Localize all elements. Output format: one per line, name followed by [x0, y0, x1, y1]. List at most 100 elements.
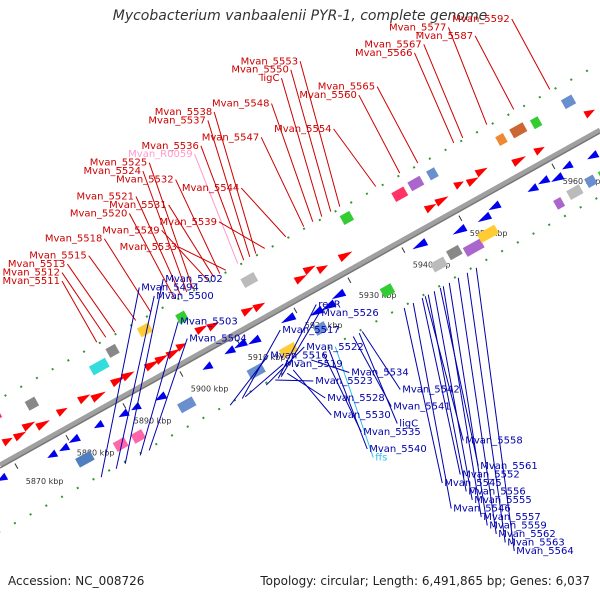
leader-line	[427, 294, 467, 492]
reverse-gene-arrow	[118, 408, 130, 418]
feature-block	[339, 210, 355, 225]
gene-label: Mvan_5562	[498, 529, 555, 540]
leader-line	[100, 287, 140, 478]
gene-label: Mvan_5512	[3, 268, 60, 279]
gene-label: Mvan_5517	[282, 325, 339, 336]
gene-label: Mvan_5535	[363, 427, 420, 438]
forward-gene-arrow	[252, 302, 266, 313]
reverse-gene-arrow	[321, 299, 337, 311]
forward-gene-arrow	[194, 325, 208, 336]
reverse-gene-arrow	[154, 391, 168, 401]
leader-line	[439, 287, 479, 467]
forward-gene-arrow	[154, 354, 168, 365]
leader-line	[66, 263, 116, 333]
feature-block	[407, 175, 425, 192]
feature-block	[24, 396, 40, 411]
forward-gene-arrow	[55, 407, 68, 417]
gene-label: ligC	[399, 419, 418, 430]
gene-label: Mvan_5494	[141, 283, 198, 294]
tick-mark	[65, 434, 70, 441]
leader-line	[290, 69, 332, 212]
reverse-gene-arrow	[477, 211, 493, 223]
leader-line	[448, 282, 488, 526]
feature-block	[553, 197, 566, 210]
leader-line	[240, 187, 287, 238]
reverse-gene-arrow	[488, 200, 502, 211]
gene-label: Mvan_5528	[327, 393, 384, 404]
leader-line	[376, 86, 419, 164]
reverse-gene-arrow	[280, 312, 297, 324]
gene-label: Mvan_5547	[202, 132, 259, 143]
map-title: Mycobacterium vanbaalenii PYR-1, complet…	[112, 8, 488, 24]
leader-line	[280, 312, 320, 377]
forward-gene-arrow	[583, 109, 595, 119]
feature-block	[566, 184, 584, 200]
feature-block	[75, 450, 95, 468]
gene-label: Mvan_5555	[474, 495, 531, 506]
leader-line	[128, 213, 176, 299]
genome-info-text: Topology: circular; Length: 6,491,865 bp…	[260, 574, 590, 588]
feature-block	[0, 413, 3, 419]
gene-label: Mvan_5567	[364, 39, 421, 50]
leader-line	[265, 346, 305, 386]
reverse-gene-arrow	[68, 433, 81, 444]
forward-gene-arrow	[77, 394, 91, 405]
gene-label: Mvan_5532	[116, 175, 173, 186]
forward-gene-arrow	[110, 375, 126, 388]
gene-label: Mvan_5516	[270, 351, 327, 362]
gene-label: Mvan_5511	[3, 276, 60, 287]
gene-label: Mvan_5536	[141, 141, 198, 152]
gene-label: Mvan_5560	[299, 90, 356, 101]
leader-line	[175, 179, 221, 274]
reverse-gene-arrow	[412, 238, 429, 250]
forward-gene-arrow	[465, 177, 479, 187]
leader-line	[260, 137, 305, 227]
leader-line	[412, 302, 452, 509]
gene-label: recR	[318, 300, 341, 311]
gene-label: Mvan_5561	[480, 461, 537, 472]
leader-line	[281, 78, 323, 217]
leader-line	[168, 204, 215, 278]
gene-label: Mvan_5565	[318, 82, 375, 93]
gene-label: Mvan_5545	[444, 478, 501, 489]
leader-line	[333, 128, 377, 187]
leader-line	[207, 120, 251, 257]
gene-label: Mvan_5520	[70, 208, 127, 219]
gene-label: Mvan_5522	[306, 342, 363, 353]
gene-label: Mvan_5519	[285, 359, 342, 370]
reverse-gene-arrow	[224, 345, 237, 355]
forward-gene-arrow	[533, 146, 545, 156]
tick-label: 5960 kbp	[563, 177, 600, 186]
leader-line	[358, 94, 401, 174]
gene-label: Mvan_5500	[156, 291, 213, 302]
gene-label: Mvan_5523	[315, 376, 372, 387]
gene-label: Mvan_R0059	[128, 149, 192, 160]
feature-block	[112, 436, 129, 452]
leader-line	[442, 286, 482, 518]
gene-label: Mvan_5515	[29, 251, 86, 262]
leader-line	[511, 18, 551, 90]
leader-line	[361, 331, 401, 390]
leader-line	[200, 145, 245, 261]
leader-line	[103, 238, 152, 313]
gene-label: Mvan_5554	[274, 124, 331, 135]
feature-block	[391, 186, 409, 202]
forward-gene-arrow	[21, 421, 36, 432]
forward-gene-arrow	[337, 251, 353, 263]
feature-block	[426, 167, 439, 181]
gene-label: Mvan_5521	[77, 191, 134, 202]
leader-line	[421, 297, 461, 475]
feature-block	[430, 256, 448, 273]
leader-line	[241, 329, 281, 399]
gene-label: Mvan_5503	[180, 317, 237, 328]
leader-line	[474, 35, 515, 110]
gene-label: Mvan_5524	[83, 166, 140, 177]
leader-line	[115, 295, 155, 469]
gene-label: Mvan_5544	[182, 183, 239, 194]
reverse-gene-arrow	[59, 442, 71, 452]
gene-label: Mvan_5541	[393, 402, 450, 413]
leader-line	[277, 304, 317, 379]
gene-label: Mvan_5548	[212, 99, 269, 110]
forward-gene-arrow	[511, 156, 527, 167]
